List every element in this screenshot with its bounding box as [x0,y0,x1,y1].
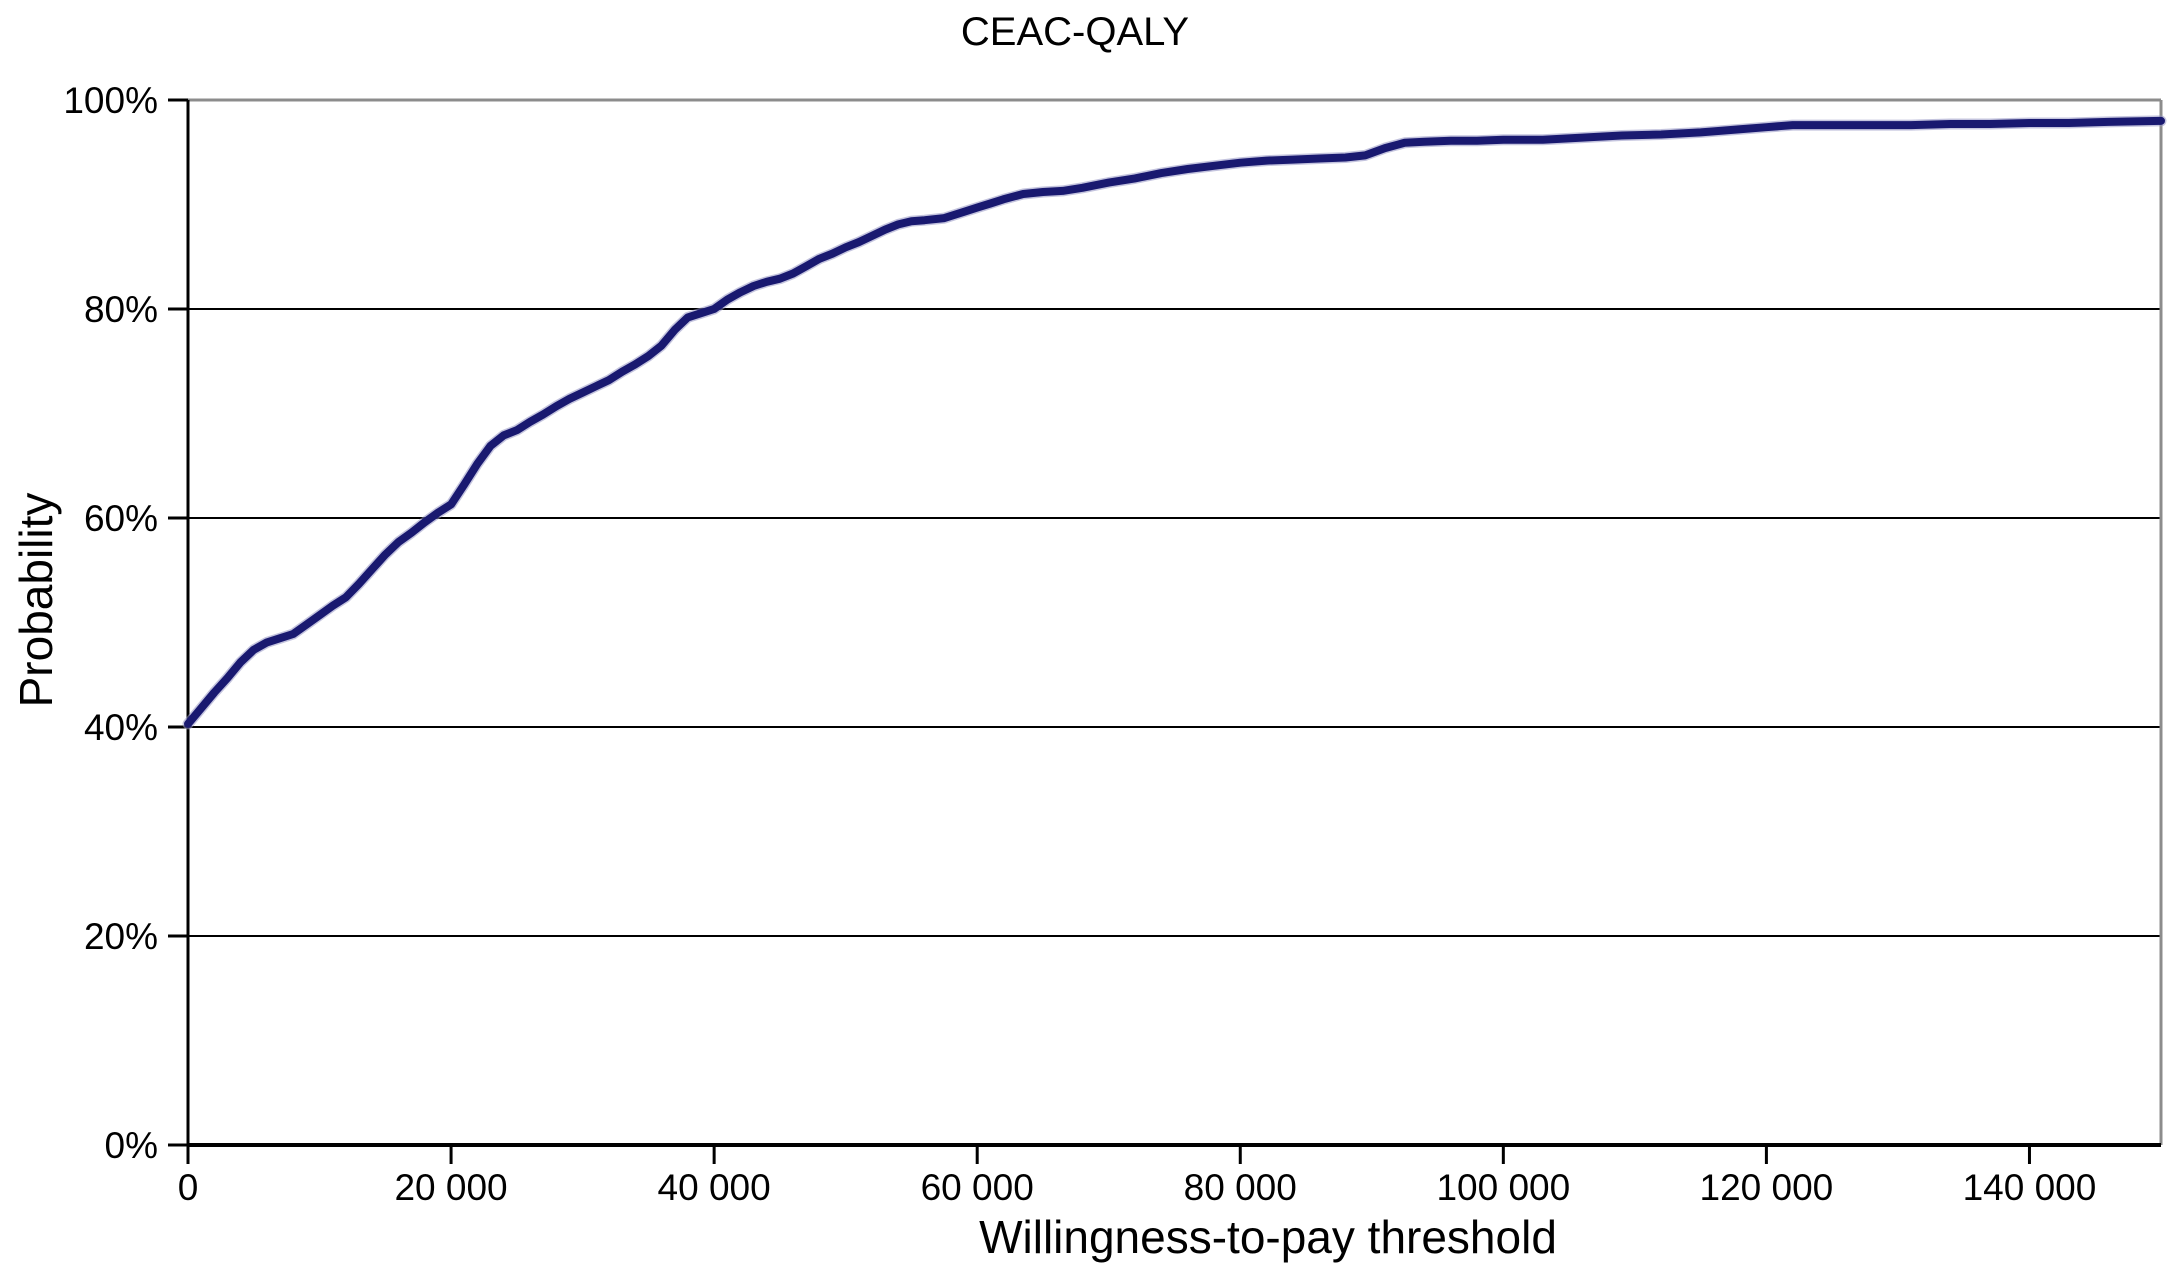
x-tick-label-100000: 100 000 [1436,1167,1570,1208]
x-tick-label-60000: 60 000 [921,1167,1034,1208]
y-tick-label-60: 60% [84,498,158,539]
x-tick-label-120000: 120 000 [1700,1167,1834,1208]
chart-title: CEAC-QALY [960,10,1190,54]
x-tick-label-0: 0 [178,1167,199,1208]
ceac-qaly-curve-fringe [182,115,2167,730]
x-tick-label-40000: 40 000 [658,1167,771,1208]
ceac-qaly-curve [184,116,2165,728]
x-tick-label-80000: 80 000 [1184,1167,1297,1208]
x-axis-title: Willingness-to-pay threshold [979,1211,1557,1263]
x-tick-label-20000: 20 000 [394,1167,507,1208]
y-tick-label-80: 80% [84,289,158,330]
y-tick-label-40: 40% [84,707,158,748]
y-tick-label-20: 20% [84,916,158,957]
y-tick-label-100: 100% [63,80,158,121]
x-tick-label-140000: 140 000 [1963,1167,2097,1208]
y-tick-label-0: 0% [105,1125,158,1166]
